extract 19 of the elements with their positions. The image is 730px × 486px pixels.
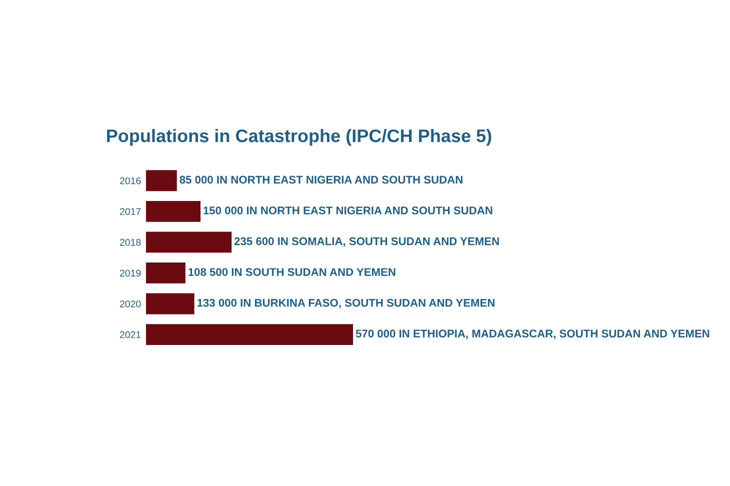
bar (146, 200, 200, 222)
data-label: 108 500 IN SOUTH SUDAN AND YEMEN (188, 268, 396, 276)
y-tick-label: 2018 (120, 238, 141, 246)
bar (146, 232, 232, 253)
data-label: 235 600 IN SOMALIA, SOUTH SUDAN AND YEMEN (234, 237, 499, 247)
y-tick-label: 2021 (120, 331, 141, 338)
y-tick-label: 2020 (120, 300, 141, 308)
data-label: 570 000 IN ETHIOPIA, MADAGASCAR, SOUTH SUDAN AND YEMEN (356, 330, 710, 340)
y-tick-label: 2019 (120, 270, 141, 277)
bar (146, 170, 177, 192)
y-tick-label: 2016 (120, 177, 141, 184)
bar (146, 262, 186, 284)
bar (146, 293, 194, 314)
bar (146, 324, 354, 345)
data-label: 85 000 IN NORTH EAST NIGERIA AND SOUTH SUDAN (180, 176, 462, 184)
data-label: 133 000 IN BURKINA FASO, SOUTH SUDAN AND YEMEN (197, 298, 494, 308)
y-tick-label: 2017 (120, 208, 141, 216)
data-label: 150 000 IN NORTH EAST NIGERIA AND SOUTH SUDAN (204, 206, 492, 214)
chart-title: Populations in Catastrophe (IPC/CH Phase 5) (107, 128, 492, 146)
